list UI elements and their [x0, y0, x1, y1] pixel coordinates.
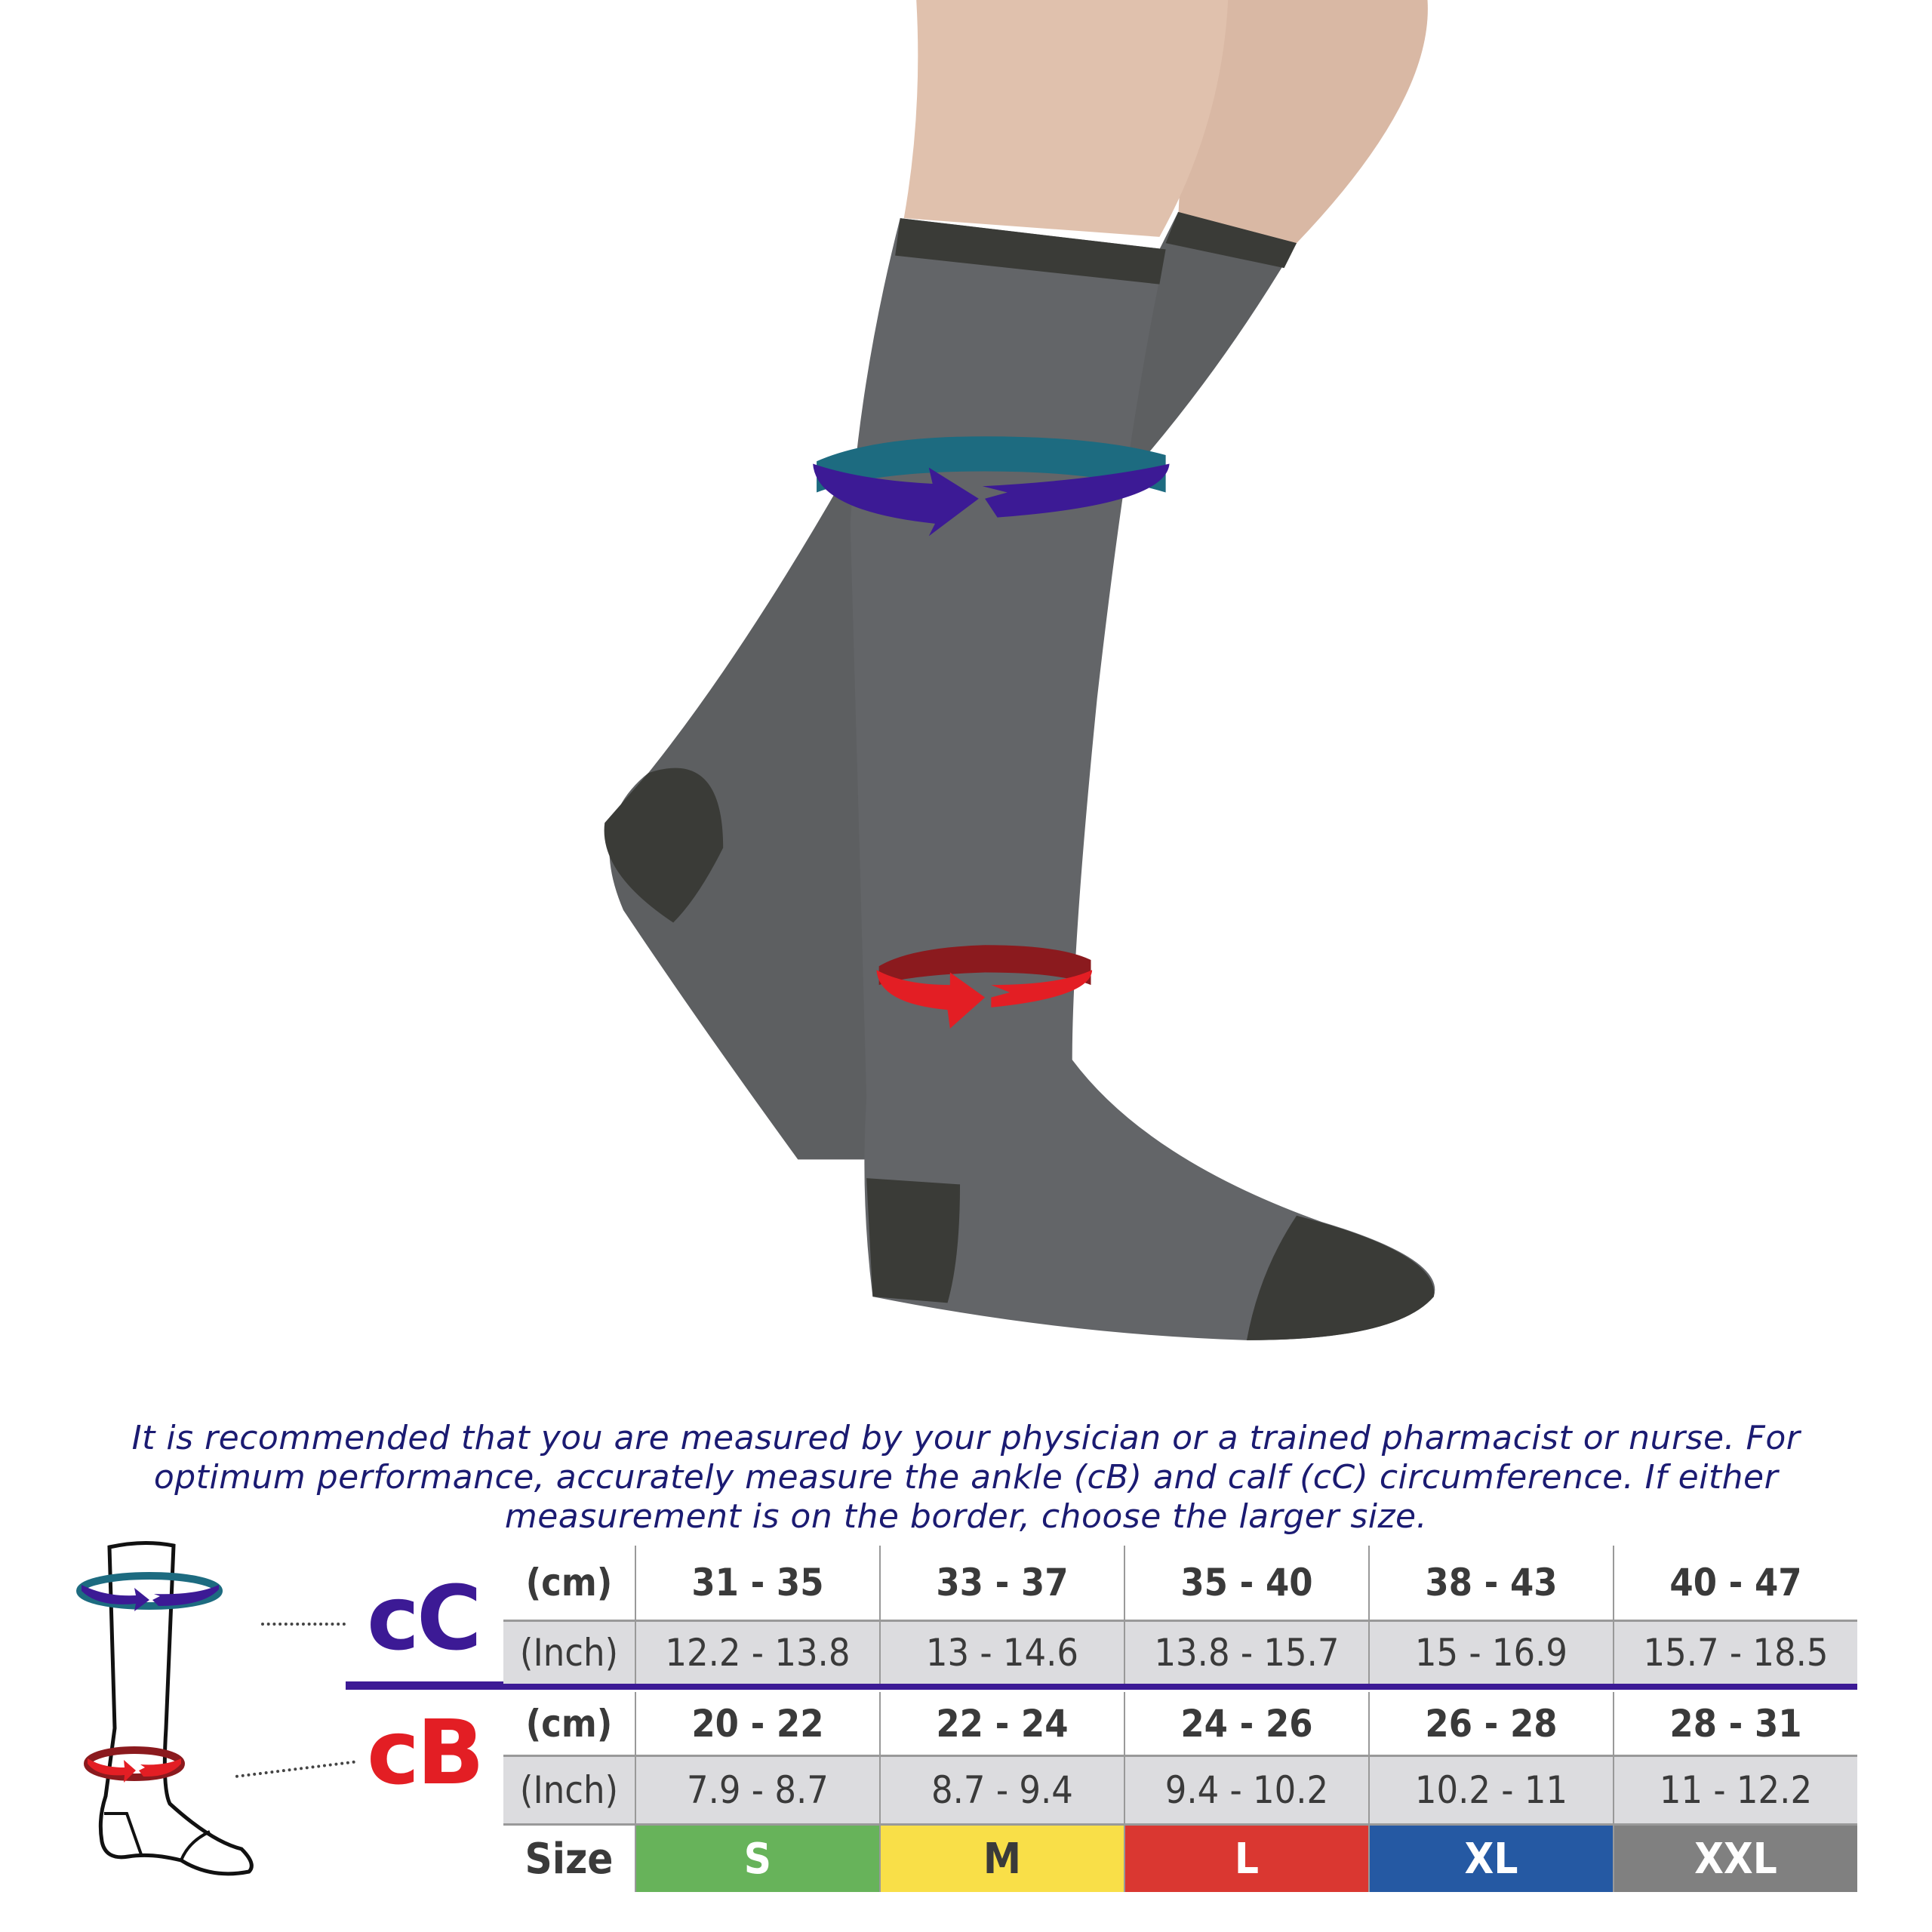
- measurement-instructions: It is recommended that you are measured …: [131, 1419, 1801, 1536]
- table-cell: 13.8 - 15.7: [1123, 1622, 1368, 1684]
- size-label: Size: [525, 1834, 614, 1884]
- front-sock-toe: [1247, 1215, 1435, 1340]
- table-cell: 33 - 37: [878, 1546, 1124, 1620]
- size-row: Size S M L XL XXL: [503, 1823, 1857, 1892]
- table-cell: 31 - 35: [634, 1546, 879, 1620]
- table-cell: 15.7 - 18.5: [1612, 1622, 1857, 1684]
- calf-label: cC: [367, 1566, 482, 1670]
- table-cell: 35 - 40: [1123, 1546, 1368, 1620]
- unit-label: (cm): [525, 1561, 613, 1604]
- table-cell: 9.4 - 10.2: [1123, 1757, 1368, 1823]
- size-chart-table: (cm) 31 - 35 33 - 37 35 - 40 38 - 43 40 …: [503, 1546, 1857, 1892]
- table-cell: 28 - 31: [1612, 1692, 1857, 1755]
- table-cell: 13 - 14.6: [878, 1622, 1124, 1684]
- table-cell: 20 - 22: [634, 1692, 879, 1755]
- unit-label: (cm): [525, 1701, 613, 1746]
- table-cell: 12.2 - 13.8: [634, 1622, 879, 1684]
- product-photo-compression-socks: [604, 0, 1435, 1340]
- size-badge-m: M: [878, 1826, 1124, 1892]
- ankle-measure-arrow-icon: [876, 945, 1093, 1029]
- table-cell: 24 - 26: [1123, 1692, 1368, 1755]
- size-badge-xxl: XXL: [1612, 1826, 1857, 1892]
- leg-diagram-icon: [76, 1540, 254, 1876]
- unit-label: (Inch): [503, 1622, 635, 1684]
- table-cell: 8.7 - 9.4: [878, 1757, 1124, 1823]
- table-cell: 7.9 - 8.7: [634, 1757, 879, 1823]
- table-cell: 10.2 - 11: [1367, 1757, 1613, 1823]
- table-cell: 38 - 43: [1367, 1546, 1613, 1620]
- table-cell: 22 - 24: [878, 1692, 1124, 1755]
- calf-cm-row: (cm) 31 - 35 33 - 37 35 - 40 38 - 43 40 …: [503, 1546, 1857, 1620]
- front-leg-skin: [903, 0, 1229, 237]
- back-leg-skin: [1178, 0, 1428, 244]
- ankle-inch-row: (Inch) 7.9 - 8.7 8.7 - 9.4 9.4 - 10.2 10…: [503, 1755, 1857, 1823]
- ankle-cm-row: (cm) 20 - 22 22 - 24 24 - 26 26 - 28 28 …: [503, 1692, 1857, 1755]
- calf-measure-arrow-icon: [813, 436, 1170, 537]
- size-badge-xl: XL: [1367, 1826, 1613, 1892]
- ankle-label: cB: [367, 1700, 485, 1804]
- size-badge-l: L: [1123, 1826, 1368, 1892]
- back-sock-heel: [604, 768, 724, 923]
- section-divider: [346, 1681, 1857, 1690]
- table-cell: 15 - 16.9: [1367, 1622, 1613, 1684]
- size-badge-s: S: [634, 1826, 879, 1892]
- table-cell: 11 - 12.2: [1612, 1757, 1857, 1823]
- calf-leader-line: [261, 1623, 346, 1626]
- front-sock-heel: [866, 1178, 961, 1303]
- calf-inch-row: (Inch) 12.2 - 13.8 13 - 14.6 13.8 - 15.7…: [503, 1620, 1857, 1684]
- table-cell: 26 - 28: [1367, 1692, 1613, 1755]
- unit-label: (Inch): [503, 1757, 635, 1823]
- table-cell: 40 - 47: [1612, 1546, 1857, 1620]
